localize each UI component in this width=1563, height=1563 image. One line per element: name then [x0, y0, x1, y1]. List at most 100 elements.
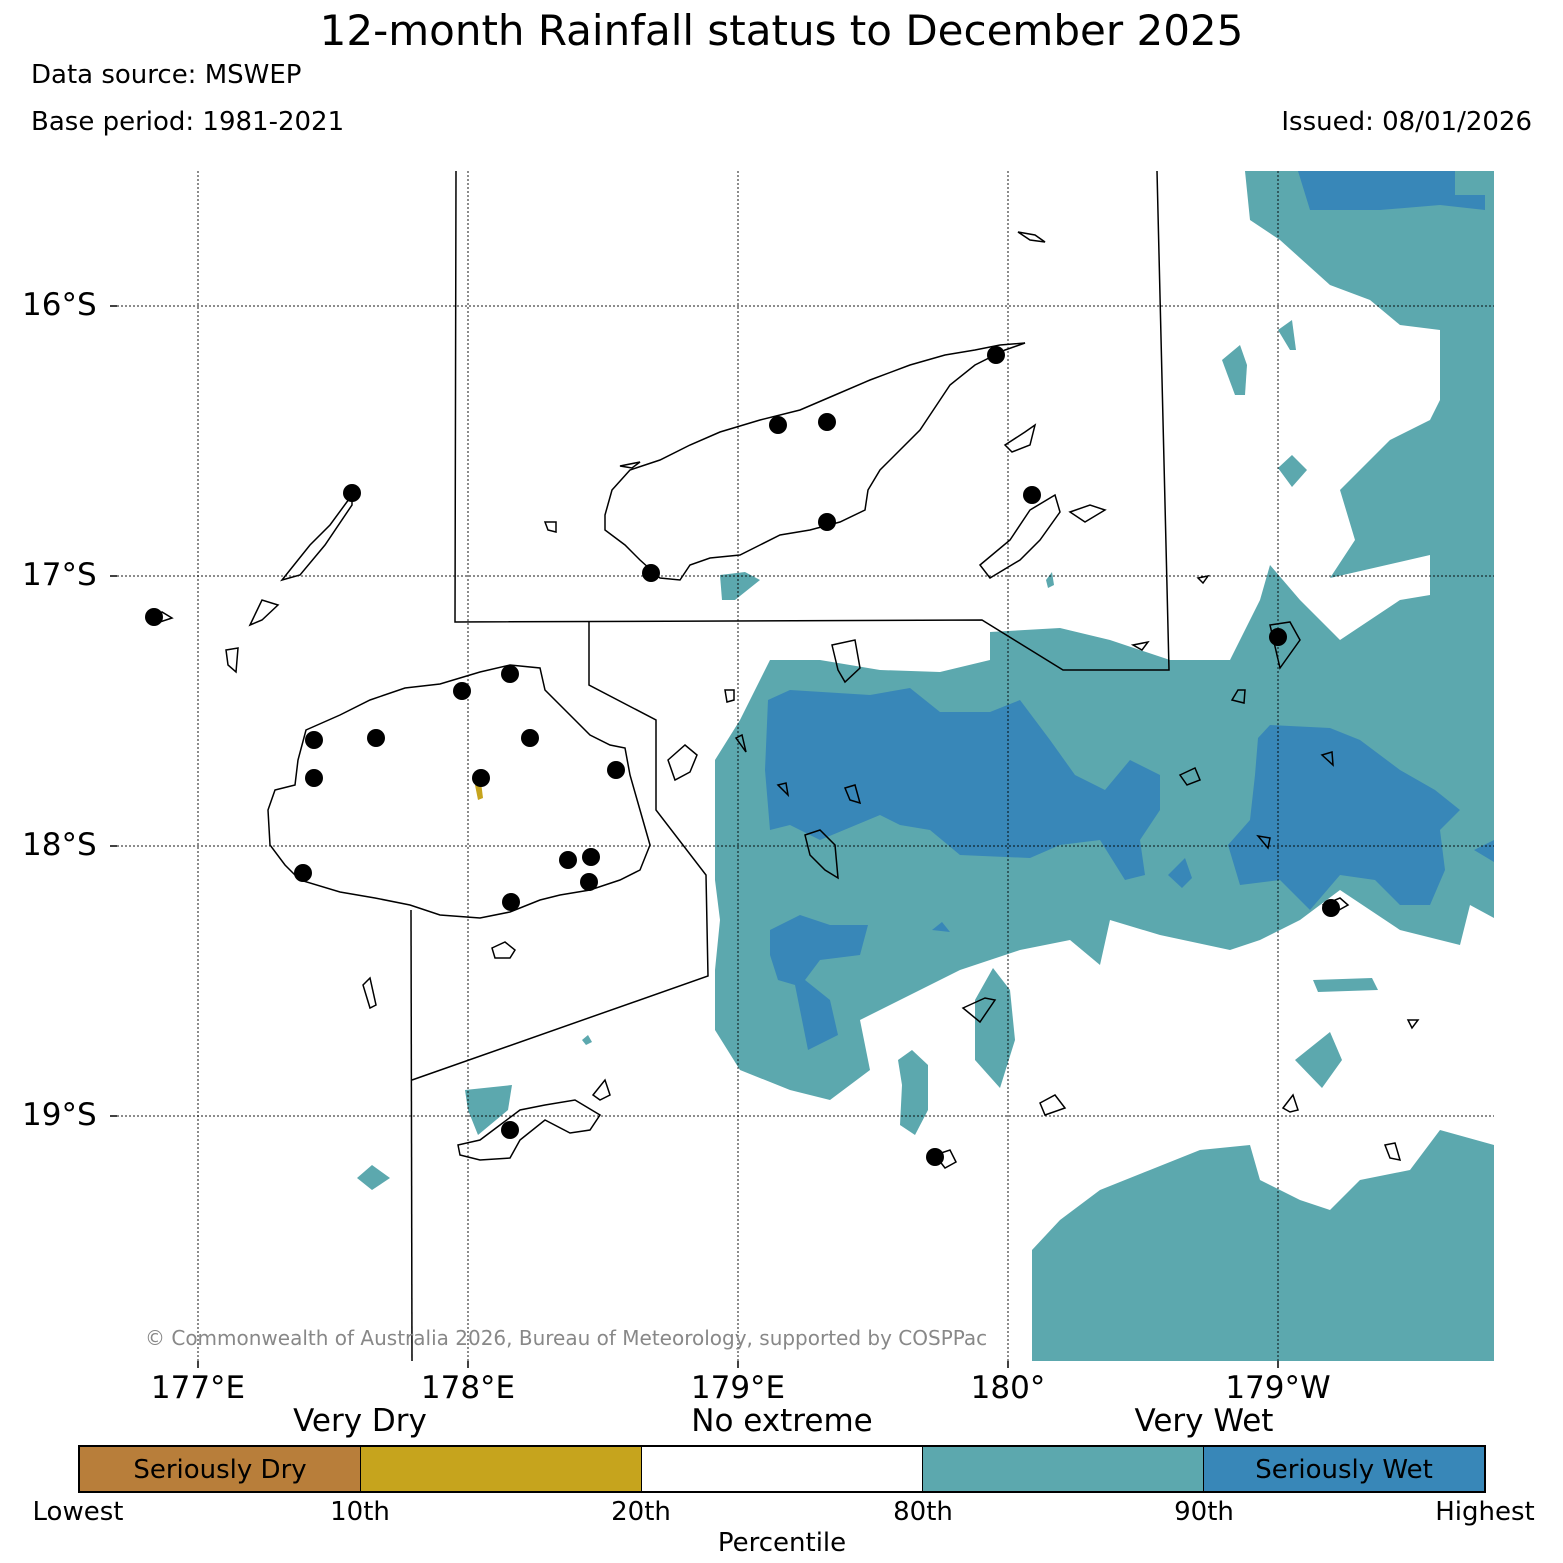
station-dot: [305, 769, 323, 787]
legend-category-label: Very Wet: [1134, 1403, 1274, 1439]
seriously-wet-region-islet: [932, 922, 950, 932]
island-lau-2: [961, 997, 997, 1024]
island-kadavu: [457, 1099, 602, 1161]
lon-label: 178°E: [420, 1370, 516, 1406]
station-dot: [343, 484, 361, 502]
very-wet-region-central: [715, 171, 1494, 1100]
island-lau-1: [1178, 766, 1201, 786]
island-vatulele: [362, 976, 377, 1010]
issued-date-label: Issued: 08/01/2026: [1281, 107, 1532, 137]
island-small: [1320, 751, 1334, 767]
island-rabi: [1068, 504, 1107, 523]
island-koro: [667, 744, 698, 782]
station-dot: [642, 564, 660, 582]
very-wet-region-islet: [582, 1035, 592, 1045]
station-dot: [145, 608, 163, 626]
lon-label: 179°E: [690, 1370, 786, 1406]
seriously-wet-regions: [765, 171, 1494, 1050]
seriously-wet-region-islet: [1168, 858, 1192, 888]
island-small: [619, 461, 641, 469]
island-small: [1383, 1142, 1402, 1161]
very-wet-region-islet: [1278, 320, 1296, 350]
station-dot: [501, 1121, 519, 1139]
island-small: [1196, 574, 1210, 585]
rain-stations: [145, 346, 1340, 1166]
legend-tick-label: Highest: [1435, 1497, 1535, 1527]
lon-label: 180°: [970, 1370, 1046, 1406]
legend-category-label: Very Dry: [293, 1403, 427, 1439]
island-rotuma-like: [1269, 621, 1301, 670]
island-small: [1256, 834, 1271, 850]
island-small: [543, 521, 557, 533]
islands: [145, 231, 1420, 1169]
station-dot: [453, 682, 471, 700]
island-small: [1406, 1019, 1420, 1030]
island-waya: [225, 647, 239, 674]
island-taveuni: [978, 493, 1061, 579]
very-wet-region-islet: [1295, 1032, 1342, 1088]
station-dot: [501, 665, 519, 683]
island-vanua-levu: [604, 342, 1026, 581]
island-qamea: [1003, 423, 1037, 453]
legend-segment-label: Seriously Dry: [133, 1455, 307, 1485]
station-dot: [987, 346, 1005, 364]
station-dot: [582, 848, 600, 866]
base-period-label: Base period: 1981-2021: [31, 107, 345, 137]
station-dot: [818, 513, 836, 531]
very-wet-region-islet: [465, 1085, 512, 1135]
seriously-wet-region-top: [1298, 171, 1485, 210]
island-naviti: [248, 599, 280, 627]
very-wet-region-islet: [1313, 978, 1378, 992]
legend-segment-very-dry: [361, 1447, 642, 1491]
legend-axis-label: Percentile: [717, 1528, 847, 1558]
legend-tick-label: 80th: [893, 1497, 953, 1527]
island-small: [1230, 689, 1246, 704]
lat-label: 17°S: [22, 557, 97, 593]
station-dot: [1023, 486, 1041, 504]
legend-tick-label: 10th: [330, 1497, 390, 1527]
data-source-label: Data source: MSWEP: [31, 60, 302, 90]
very-wet-region-south: [1032, 1130, 1494, 1361]
copyright-notice: © Commonwealth of Australia 2026, Bureau…: [145, 1326, 987, 1350]
very-wet-region-islet: [357, 1165, 390, 1190]
island-ovalau: [491, 941, 516, 959]
chart-title: 12-month Rainfall status to December 202…: [319, 6, 1244, 55]
island-small: [591, 1078, 611, 1101]
lat-label: 16°S: [22, 287, 97, 323]
legend-tick-label: Lowest: [32, 1497, 124, 1527]
legend-segment-seriously-wet: Seriously Wet: [1204, 1447, 1484, 1491]
island-lau-3: [1039, 1094, 1067, 1116]
island-lau-4: [1281, 1093, 1299, 1113]
station-dot: [305, 731, 323, 749]
very-wet-region-islet: [898, 1050, 928, 1135]
very-wet-region-islet: [720, 572, 760, 600]
lon-label: 179°W: [1225, 1370, 1331, 1406]
island-small: [734, 733, 747, 753]
very-wet-region-islet: [1222, 345, 1247, 395]
island-small: [724, 689, 735, 703]
station-dot: [521, 729, 539, 747]
station-dot: [1269, 628, 1287, 646]
legend-segment-seriously-dry: Seriously Dry: [80, 1447, 361, 1491]
graticule: [117, 171, 1494, 1361]
seriously-wet-region-central-east: [1228, 725, 1460, 910]
lat-label: 18°S: [22, 827, 97, 863]
legend-segment-no-extreme: [642, 1447, 923, 1491]
legend-category-label: No extreme: [691, 1403, 873, 1439]
island-small: [933, 1149, 957, 1169]
station-dot: [607, 761, 625, 779]
lon-label: 177°E: [150, 1370, 246, 1406]
station-dot: [472, 769, 490, 787]
island-north-1: [1017, 231, 1046, 243]
division-boundaries: [410, 171, 1170, 1361]
station-dot: [294, 864, 312, 882]
island-lakeba: [804, 829, 839, 880]
axis-ticks: [110, 305, 1279, 1368]
legend-segment-label: Seriously Wet: [1255, 1455, 1433, 1485]
station-dot: [559, 851, 577, 869]
station-dot: [926, 1148, 944, 1166]
very-wet-region-islet: [1046, 572, 1054, 588]
legend-colorbar: Seriously Dry Seriously Wet: [78, 1445, 1486, 1493]
lat-label: 19°S: [22, 1097, 97, 1133]
